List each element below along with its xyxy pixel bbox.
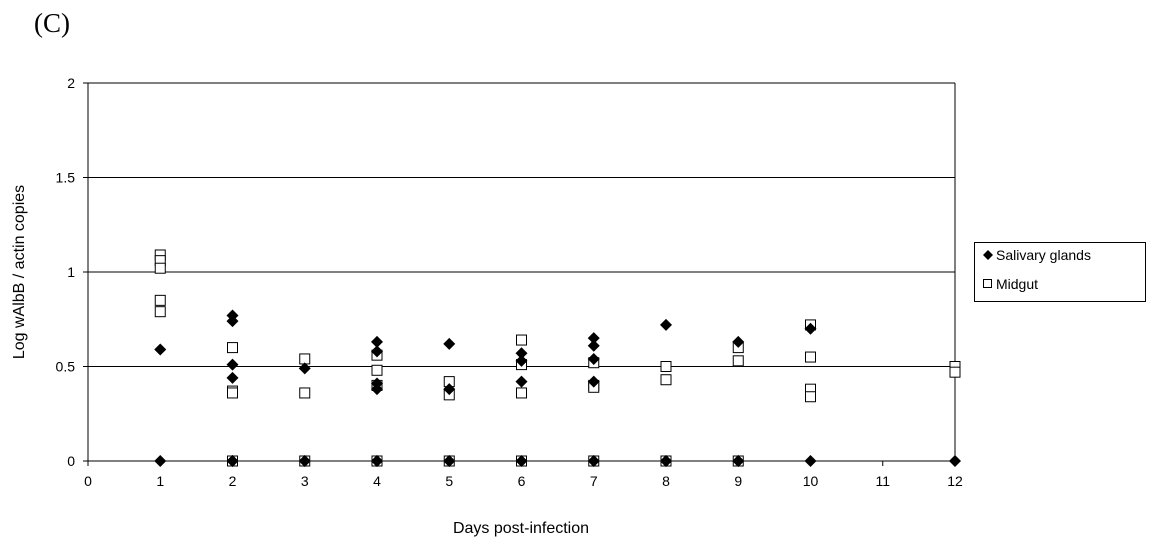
salivary-glands-point [298,455,311,467]
salivary-glands-point [226,315,239,328]
legend-label-midgut: Midgut [996,276,1039,292]
salivary-glands-point [804,455,817,467]
legend-label-salivary-glands: Salivary glands [996,247,1091,263]
salivary-glands-point [515,347,528,360]
y-tick-label: 0.5 [56,359,76,375]
midgut-point [732,355,744,367]
salivary-glands-point [226,455,239,467]
x-tick-label: 11 [875,473,890,489]
x-tick-label: 2 [229,473,237,489]
panel-label: (C) [34,8,70,38]
axes [83,82,956,466]
midgut-point [154,294,166,306]
x-tick-label: 0 [84,473,92,489]
x-tick-label: 1 [156,473,164,489]
x-tick-label: 3 [301,473,309,489]
midgut-point [805,391,816,403]
salivary-glands-point [804,322,817,335]
midgut-point [805,351,816,363]
midgut-point [371,364,383,376]
midgut-point [516,387,527,399]
salivary-glands-point [371,335,383,348]
legend: Salivary glands Midgut [974,242,1146,302]
x-tick-label: 12 [947,473,963,489]
gridlines [88,82,955,367]
salivary-glands-point [443,337,456,350]
salivary-glands-point [371,455,383,467]
x-tick-label: 8 [662,473,670,489]
midgut-point [516,334,527,346]
x-tick-label: 5 [445,473,453,489]
salivary-glands-point [443,383,456,396]
salivary-glands-point [298,362,311,375]
midgut-point [299,387,311,399]
y-tick-label: 2 [67,75,75,91]
x-tick-label: 4 [373,473,381,489]
salivary-glands-point [154,455,167,467]
x-tick-label: 10 [803,473,819,489]
salivary-glands-point [226,371,239,384]
salivary-glands-point [660,318,672,331]
y-axis-label: Log wAlbB / actin copies [11,185,28,359]
salivary-glands-point [515,375,528,388]
x-tick-label: 7 [590,473,598,489]
salivary-glands-point [587,455,600,467]
salivary-glands-point [371,345,383,358]
midgut-point [660,374,672,386]
salivary-glands-point [949,455,961,467]
salivary-glands-point [732,455,745,467]
salivary-glands-point [515,455,528,467]
salivary-glands-point [732,335,745,348]
x-tick-label: 9 [734,473,742,489]
y-tick-label: 0 [67,453,75,469]
salivary-glands-point [226,358,239,371]
midgut-point [154,262,166,274]
midgut-point [154,306,166,318]
salivary-glands-point [587,352,600,365]
filled-diamond-icon [983,250,993,260]
x-axis-label: Days post-infection [453,520,589,537]
salivary-glands-point [587,375,600,388]
open-square-icon [983,279,992,288]
tick-labels: 00.511.520 1 2 3 4 5 6 7 8 9 10 11 12 [56,75,963,489]
midgut-point [227,387,238,399]
legend-item-salivary-glands: Salivary glands [983,247,1091,263]
y-tick-label: 1 [67,264,75,280]
salivary-glands-point [587,339,600,352]
salivary-glands-point [154,343,167,356]
salivary-glands-point [587,332,600,345]
salivary-glands-point [660,455,672,467]
salivary-glands-point [515,354,528,367]
legend-item-midgut: Midgut [983,276,1038,292]
midgut-point [227,342,238,354]
data-points [154,249,961,467]
salivary-glands-point [371,383,383,396]
salivary-glands-point [443,455,456,467]
midgut-point [660,361,672,372]
midgut-point [949,366,961,378]
x-tick-label: 6 [518,473,526,489]
y-tick-label: 1.5 [56,170,76,186]
